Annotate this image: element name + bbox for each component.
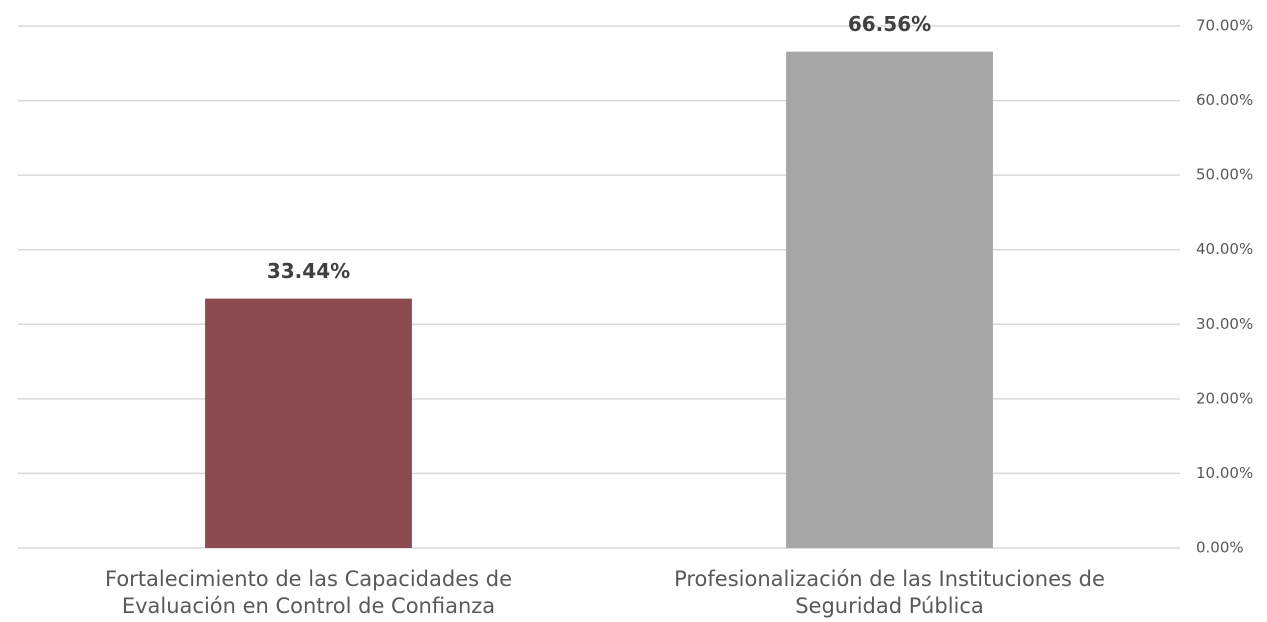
x-tick-label: Profesionalización de las Instituciones … — [674, 567, 1105, 618]
bar — [786, 51, 993, 548]
value-label: 66.56% — [848, 12, 931, 36]
y-tick-label: 0.00% — [1196, 539, 1244, 557]
x-tick-label: Fortalecimiento de las Capacidades de Ev… — [105, 567, 512, 618]
y-tick-label: 30.00% — [1196, 315, 1253, 333]
y-tick-label: 70.00% — [1196, 17, 1253, 35]
y-tick-label: 20.00% — [1196, 389, 1253, 407]
y-tick-label: 60.00% — [1196, 91, 1253, 109]
y-tick-label: 50.00% — [1196, 166, 1253, 184]
bar — [205, 298, 412, 548]
y-tick-label: 40.00% — [1196, 240, 1253, 258]
value-label: 33.44% — [267, 259, 350, 283]
y-tick-label: 10.00% — [1196, 464, 1253, 482]
